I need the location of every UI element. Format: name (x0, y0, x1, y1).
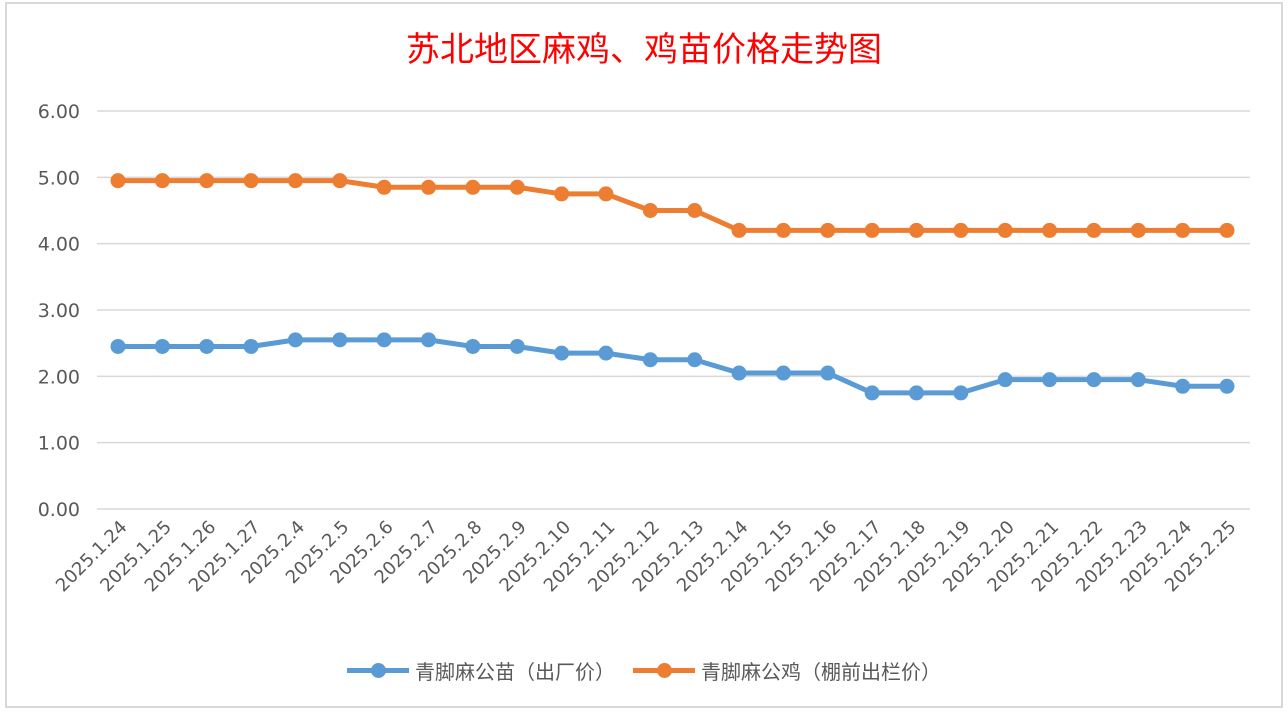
data-point-0 (997, 372, 1013, 388)
legend-label-0: 青脚麻公苗（出厂价） (415, 660, 615, 684)
y-tick-label: 6.00 (38, 101, 80, 123)
data-point-1 (997, 222, 1013, 238)
data-point-0 (1219, 378, 1235, 394)
chart-title: 苏北地区麻鸡、鸡苗价格走势图 (406, 30, 882, 70)
data-point-0 (465, 338, 481, 354)
data-point-0 (642, 352, 658, 368)
data-point-1 (243, 173, 259, 189)
data-point-0 (287, 332, 303, 348)
legend-item-1: 青脚麻公鸡（棚前出栏价） (633, 656, 941, 685)
y-tick-label: 3.00 (38, 300, 80, 322)
legend-swatch-0 (347, 663, 409, 678)
y-tick-label: 5.00 (38, 167, 80, 189)
data-point-0 (332, 332, 348, 348)
data-point-0 (1175, 378, 1191, 394)
data-point-1 (908, 222, 924, 238)
data-point-0 (554, 345, 570, 361)
data-point-1 (1219, 222, 1235, 238)
data-point-0 (953, 385, 969, 401)
data-point-0 (687, 352, 703, 368)
series-line-0 (118, 337, 1227, 396)
data-point-1 (820, 222, 836, 238)
data-point-0 (154, 338, 170, 354)
data-point-1 (421, 179, 437, 195)
data-point-1 (199, 173, 215, 189)
data-point-1 (953, 222, 969, 238)
data-point-0 (820, 365, 836, 381)
data-point-0 (509, 338, 525, 354)
data-point-1 (775, 222, 791, 238)
data-point-0 (199, 338, 215, 354)
legend-label-1: 青脚麻公鸡（棚前出栏价） (701, 660, 941, 684)
y-tick-label: 1.00 (38, 433, 80, 455)
chart-area (5, 2, 1283, 708)
y-tick-label: 0.00 (38, 499, 80, 521)
data-point-0 (376, 332, 392, 348)
data-point-0 (421, 332, 437, 348)
data-point-1 (864, 222, 880, 238)
legend-swatch-1 (633, 663, 695, 678)
data-point-0 (1130, 372, 1146, 388)
data-point-1 (1042, 222, 1058, 238)
data-point-0 (775, 365, 791, 381)
data-point-0 (908, 385, 924, 401)
data-point-1 (1175, 222, 1191, 238)
data-point-1 (509, 179, 525, 195)
data-point-1 (376, 179, 392, 195)
data-point-1 (731, 222, 747, 238)
legend: 青脚麻公苗（出厂价） 青脚麻公鸡（棚前出栏价） (0, 656, 1288, 685)
data-point-0 (110, 338, 126, 354)
data-point-1 (110, 173, 126, 189)
data-point-1 (554, 186, 570, 202)
y-tick-label: 4.00 (38, 234, 80, 256)
data-point-1 (598, 186, 614, 202)
data-point-1 (642, 203, 658, 218)
series-line-1 (118, 178, 1227, 233)
data-point-0 (1042, 372, 1058, 388)
data-point-0 (731, 365, 747, 381)
data-point-0 (598, 345, 614, 361)
data-point-1 (154, 173, 170, 189)
y-tick-label: 2.00 (38, 366, 80, 388)
data-point-1 (687, 203, 703, 218)
data-point-0 (864, 385, 880, 401)
data-point-0 (1086, 372, 1102, 388)
data-point-0 (243, 338, 259, 354)
data-point-1 (332, 173, 348, 189)
legend-item-0: 青脚麻公苗（出厂价） (347, 656, 615, 685)
data-point-1 (287, 173, 303, 189)
data-point-1 (465, 179, 481, 195)
data-point-1 (1086, 222, 1102, 238)
data-point-1 (1130, 222, 1146, 238)
